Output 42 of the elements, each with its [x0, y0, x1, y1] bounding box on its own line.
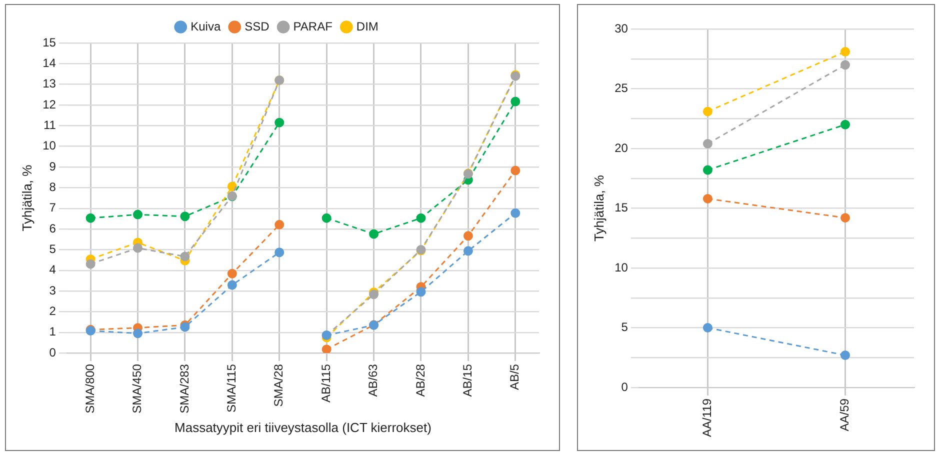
- y-tick-label: 6: [49, 221, 56, 236]
- legend-label: DIM: [356, 19, 378, 34]
- x-tick-label: AB/63: [366, 364, 380, 397]
- y-tick-label: 3: [49, 283, 56, 298]
- legend-label: SSD: [244, 19, 270, 34]
- x-tick-label: AB/28: [413, 364, 428, 397]
- y-tick-label: 5: [49, 242, 56, 256]
- y-tick-label: 0: [49, 345, 56, 360]
- x-tick-label: SMA/28: [272, 364, 286, 407]
- y-tick-label: 1: [49, 324, 56, 339]
- y-tick-label: 4: [49, 262, 56, 277]
- legend-label: PARAF: [293, 19, 332, 34]
- y-tick-label: 30: [614, 21, 628, 36]
- y-tick-label: 12: [42, 97, 56, 112]
- y-tick-label: 2: [49, 304, 56, 318]
- y-tick-label: 10: [614, 260, 628, 274]
- x-axis-title: Massatyypit eri tiiveystasolla (ICT kierrokset): [174, 420, 432, 435]
- x-tick-label: AA/119: [700, 398, 714, 438]
- y-tick-label: 13: [42, 76, 56, 91]
- y-tick-label: 9: [49, 159, 56, 174]
- y-axis-title: Tyhjätila, %: [19, 164, 34, 232]
- y-tick-label: 7: [49, 200, 56, 215]
- x-tick-label: AB/15: [460, 364, 475, 397]
- y-tick-label: 10: [42, 138, 56, 153]
- y-tick-label: 15: [614, 200, 628, 215]
- x-tick-label: SMA/115: [224, 364, 238, 413]
- y-tick-label: 14: [42, 56, 56, 70]
- y-tick-label: 11: [43, 118, 56, 132]
- y-tick-label: 0: [621, 380, 628, 394]
- x-tick-label: AB/5: [508, 364, 522, 390]
- y-tick-label: 8: [49, 180, 56, 194]
- x-tick-label: SMA/800: [82, 364, 97, 414]
- x-tick-label: AB/115: [318, 364, 333, 403]
- y-tick-label: 15: [42, 35, 56, 50]
- y-tick-label: 5: [621, 320, 628, 334]
- y-tick-label: 20: [614, 140, 628, 155]
- legend-label: Kuiva: [190, 19, 221, 34]
- x-tick-label: SMA/450: [130, 364, 144, 414]
- x-tick-label: SMA/283: [177, 364, 192, 414]
- x-tick-label: AA/59: [838, 398, 852, 432]
- y-tick-label: 25: [614, 81, 628, 96]
- y-axis-title: Tyhjätila, %: [591, 174, 606, 242]
